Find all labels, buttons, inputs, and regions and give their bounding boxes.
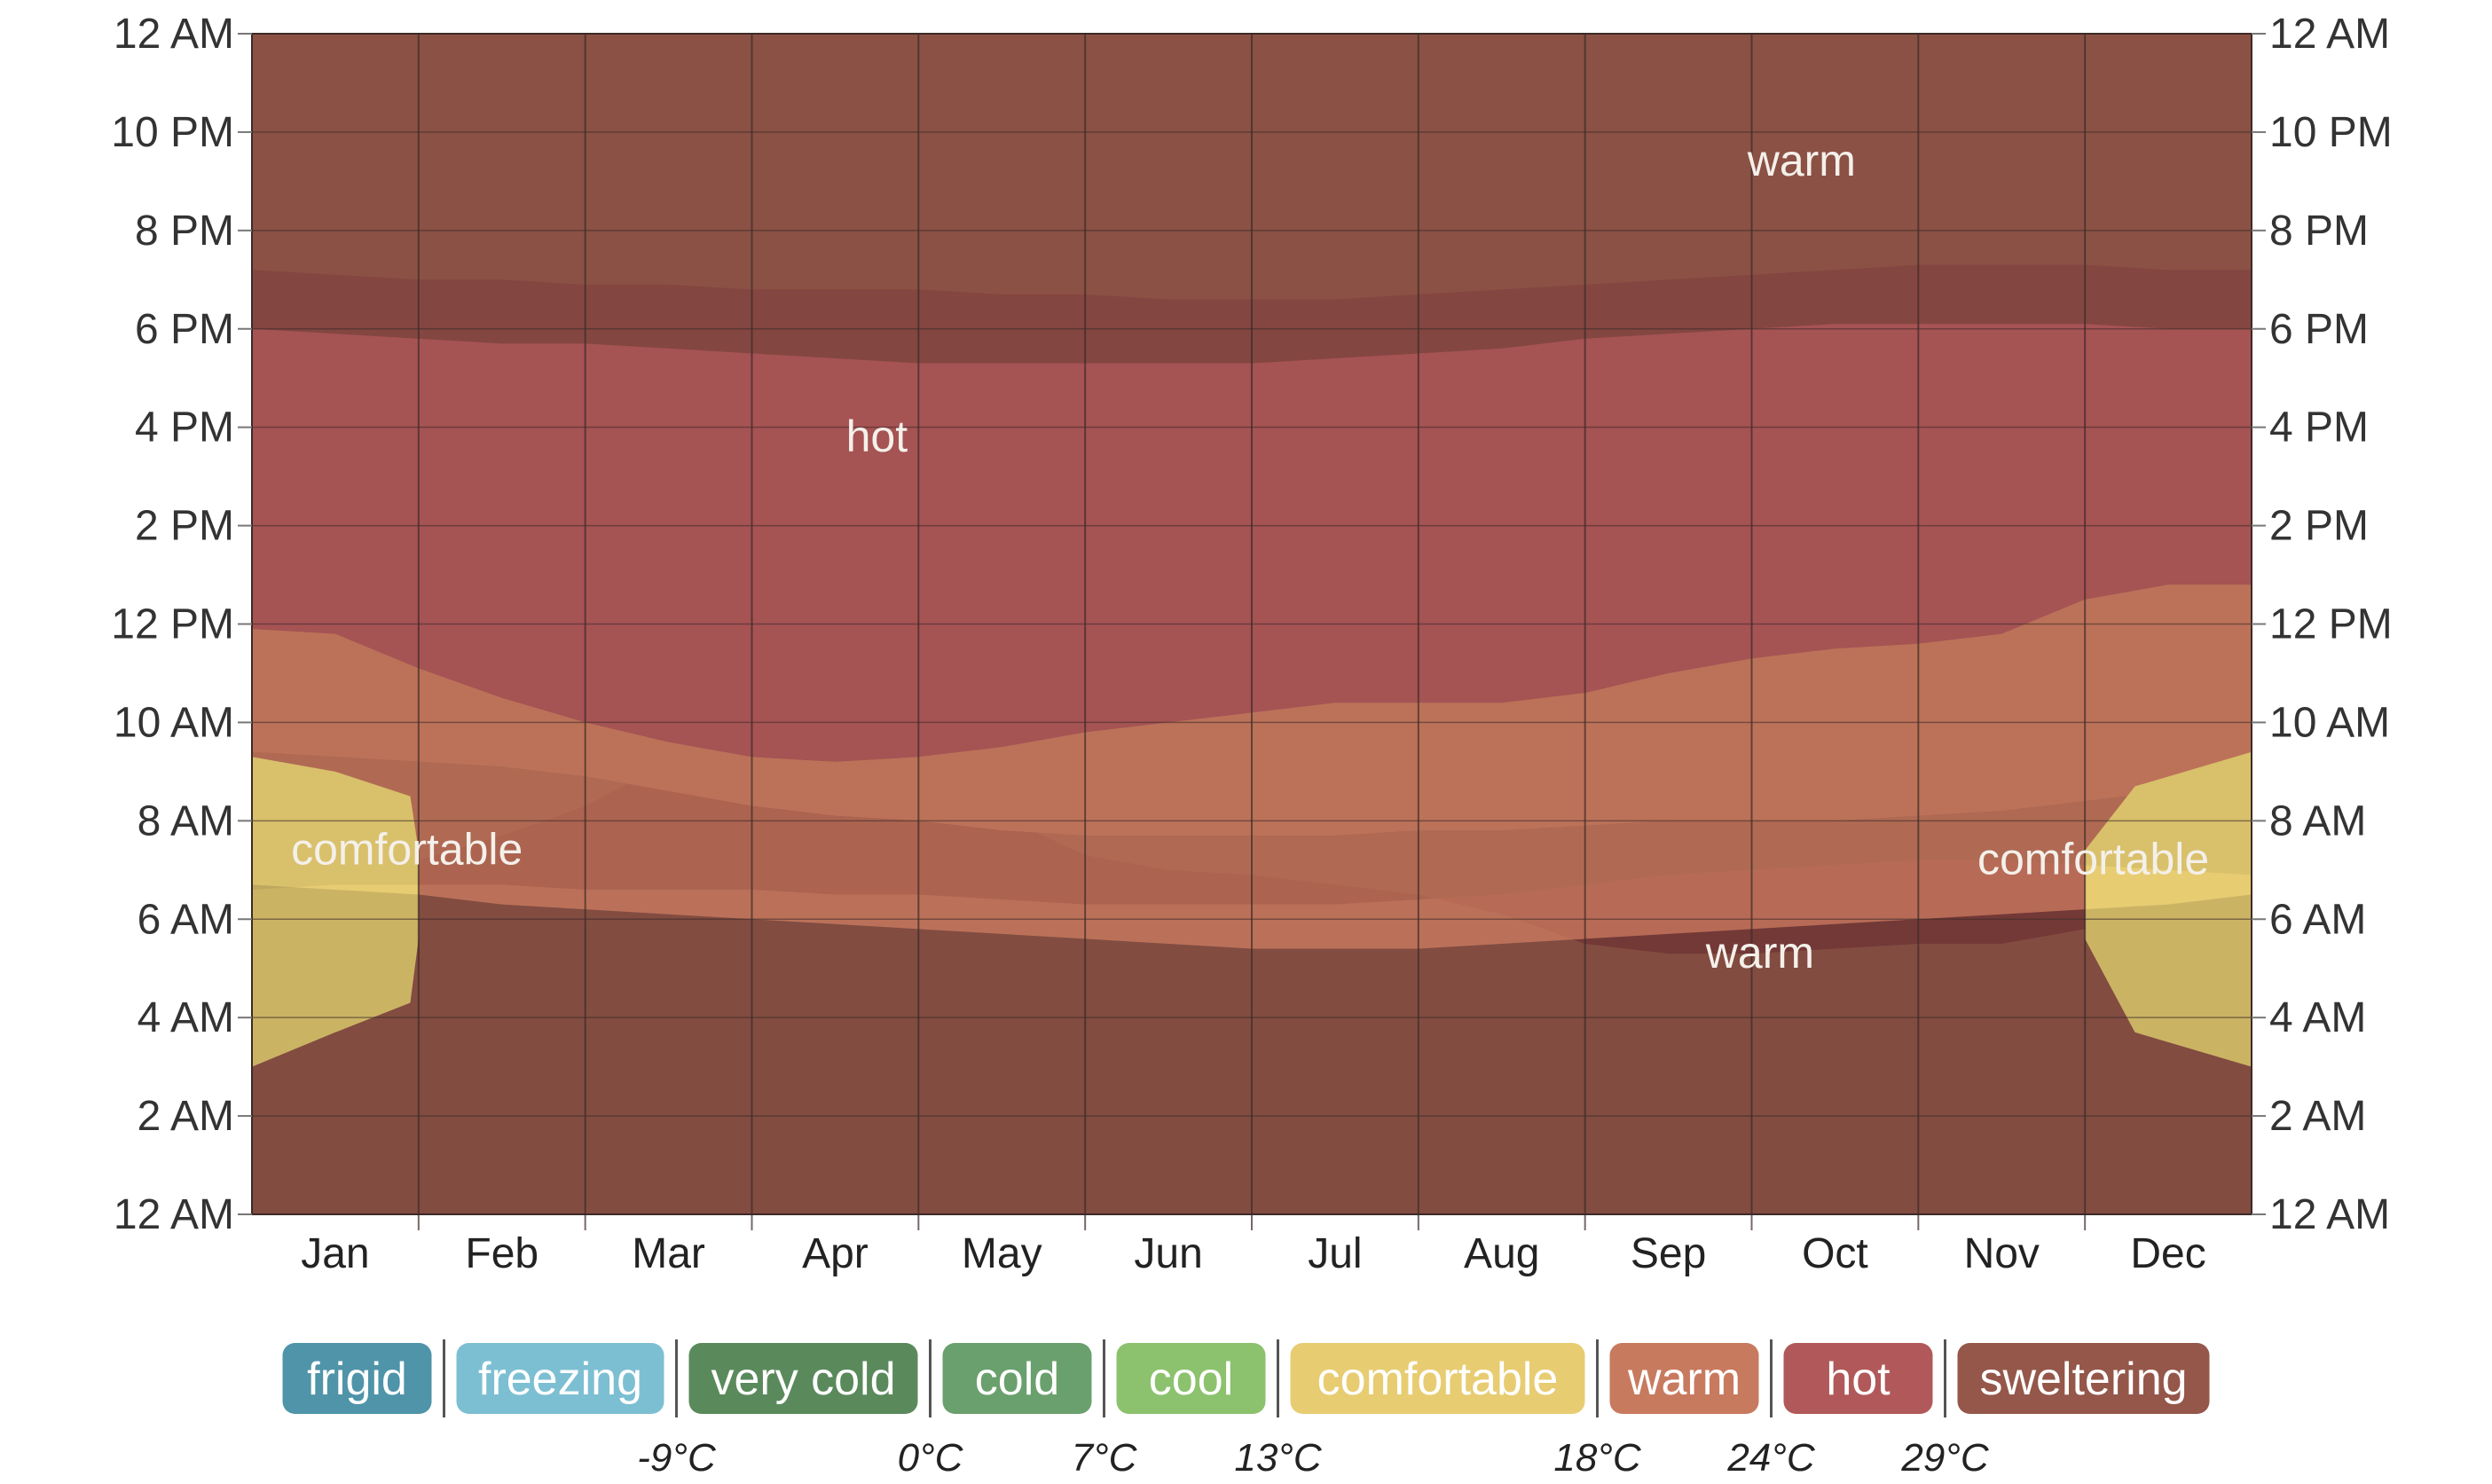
y-tick-label-right: 2 AM: [2269, 1093, 2366, 1140]
y-tick-label-left: 2 PM: [135, 503, 234, 550]
y-tick-label-left: 8 AM: [138, 797, 234, 844]
y-tick-label-right: 8 PM: [2269, 208, 2369, 255]
y-tick-label-right: 10 AM: [2269, 699, 2390, 746]
legend-item-freezing: freezing: [456, 1343, 664, 1414]
legend-label: comfortable: [1317, 1354, 1559, 1405]
legend-item-comfortable: comfortable: [1290, 1343, 1585, 1414]
band-comfortable-jan: [252, 757, 419, 1067]
y-tick-label-right: 12 PM: [2269, 601, 2393, 648]
legend-label: cold: [975, 1354, 1059, 1405]
legend-threshold: 0°C: [898, 1436, 964, 1480]
x-tick-label: Feb: [465, 1230, 538, 1277]
y-tick-label-left: 8 PM: [135, 208, 234, 255]
band-labels: warm hot comfortable comfortable warm: [291, 136, 2209, 978]
y-tick-label-left: 12 AM: [114, 1191, 234, 1238]
legend-swatch: [1957, 1343, 2210, 1414]
y-tick-label-right: 8 AM: [2269, 797, 2366, 844]
y-tick-label-right: 6 PM: [2269, 306, 2369, 353]
y-tick-label-left: 10 PM: [111, 109, 234, 156]
legend-swatch: [282, 1343, 432, 1414]
legend-swatch: [1116, 1343, 1266, 1414]
legend-label: sweltering: [1979, 1354, 2187, 1405]
band-label-comfortable: comfortable: [1977, 835, 2209, 884]
legend-swatch: [1783, 1343, 1933, 1414]
x-tick-label: Mar: [632, 1230, 705, 1277]
y-tick-label-left: 4 AM: [138, 994, 234, 1041]
axes: 12 AM 12 AM 10 PM 10 PM 8 PM 8 PM 6 PM 6 PM 4 PM…: [111, 11, 2392, 1277]
y-tick-label-right: 12 AM: [2269, 1191, 2390, 1238]
legend-item-warm: warm: [1609, 1343, 1759, 1414]
x-tick-label: Jun: [1134, 1230, 1202, 1277]
legend-threshold: 7°C: [1072, 1436, 1138, 1480]
legend-threshold: 18°C: [1553, 1436, 1642, 1480]
y-tick-label-left: 4 PM: [135, 404, 234, 451]
y-tick-label-right: 4 AM: [2269, 994, 2366, 1041]
y-tick-label-right: 12 AM: [2269, 11, 2390, 58]
legend-swatch: [688, 1343, 918, 1414]
x-tick-label: Dec: [2130, 1230, 2205, 1277]
legend-item-hot: hot: [1783, 1343, 1933, 1414]
y-tick-label-left: 2 AM: [138, 1093, 234, 1140]
legend-label: warm: [1627, 1354, 1741, 1405]
y-tick-label-left: 10 AM: [114, 699, 234, 746]
band-label-warm: warm: [1705, 928, 1814, 978]
grid: [252, 34, 2252, 1230]
legend-label: hot: [1826, 1354, 1891, 1405]
legend-threshold: -9°C: [637, 1436, 717, 1480]
band-label-warm: warm: [1747, 136, 1856, 185]
legend-threshold: 24°C: [1726, 1436, 1816, 1480]
legend-swatch: [456, 1343, 664, 1414]
legend-item-cool: cool: [1116, 1343, 1266, 1414]
x-tick-label: Sep: [1631, 1230, 1706, 1277]
y-tick-label-right: 10 PM: [2269, 109, 2393, 156]
x-tick-label: Jan: [301, 1230, 369, 1277]
x-tick-label: Aug: [1464, 1230, 1539, 1277]
legend-label: cool: [1149, 1354, 1233, 1405]
legend-threshold: 13°C: [1234, 1436, 1323, 1480]
legend-swatch: [942, 1343, 1092, 1414]
legend-label: frigid: [307, 1354, 407, 1405]
y-tick-label-right: 2 PM: [2269, 503, 2369, 550]
x-tick-label: Nov: [1964, 1230, 2040, 1277]
y-tick-label-left: 12 AM: [114, 11, 234, 58]
y-tick-label-right: 6 AM: [2269, 896, 2366, 943]
band-label-hot: hot: [846, 412, 908, 461]
legend-item-frigid: frigid: [282, 1343, 432, 1414]
legend-threshold: 29°C: [1900, 1436, 1990, 1480]
band-comfortable-dec: [2085, 751, 2252, 1067]
legend: frigid freezing very cold cold cool comfortab…: [282, 1339, 2210, 1480]
x-tick-label: Apr: [802, 1230, 869, 1277]
y-tick-label-left: 12 PM: [111, 601, 234, 648]
legend-swatch: [1609, 1343, 1759, 1414]
x-tick-label: Jul: [1308, 1230, 1362, 1277]
legend-item-very-cold: very cold: [688, 1343, 918, 1414]
band-label-comfortable: comfortable: [291, 825, 523, 875]
legend-label: very cold: [711, 1354, 895, 1405]
x-tick-label: Oct: [1802, 1230, 1868, 1277]
y-tick-label-right: 4 PM: [2269, 404, 2369, 451]
legend-item-cold: cold: [942, 1343, 1092, 1414]
y-tick-label-left: 6 PM: [135, 306, 234, 353]
legend-item-sweltering: sweltering: [1957, 1343, 2210, 1414]
x-tick-label: May: [962, 1230, 1042, 1277]
legend-label: freezing: [478, 1354, 642, 1405]
legend-swatch: [1290, 1343, 1585, 1414]
y-tick-label-left: 6 AM: [138, 896, 234, 943]
